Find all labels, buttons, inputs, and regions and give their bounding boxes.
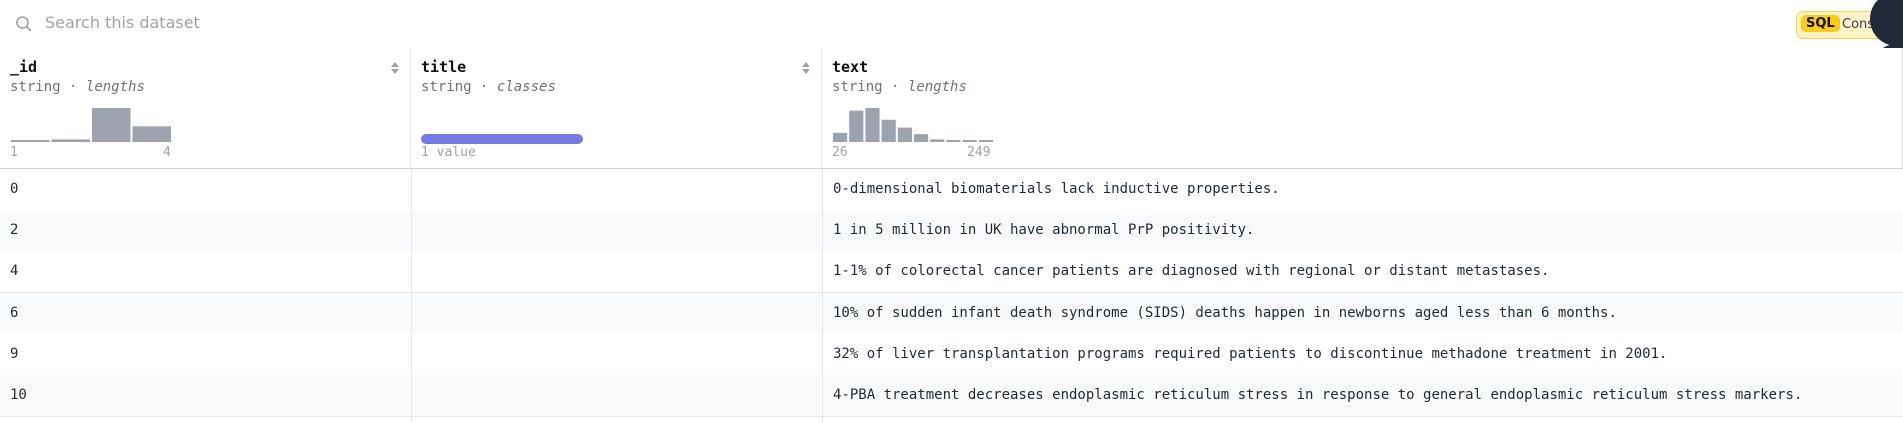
- histogram-bar: [946, 140, 961, 142]
- histogram-bar: [978, 140, 993, 142]
- table-row: 0 0-dimensional biomaterials lack inducti…: [0, 169, 1903, 211]
- bar: [421, 134, 583, 144]
- column-name: title: [421, 58, 467, 76]
- text-cell: 32% of liver transplantation programs re…: [833, 345, 1668, 362]
- histogram-bar: [865, 108, 880, 142]
- column-divider: [411, 48, 412, 423]
- id-cell: 4: [10, 263, 19, 280]
- histogram-bar: [132, 126, 171, 142]
- id-cell: 0: [10, 181, 19, 197]
- text-cell: 4-PBA treatment decreases endoplasmic re…: [833, 387, 1803, 403]
- type: string: [832, 79, 883, 95]
- max-label: 249: [967, 145, 991, 160]
- histogram-bar: [833, 132, 848, 142]
- search-bar[interactable]: Search this dataset: [0, 0, 1903, 49]
- id-cell: 10: [10, 387, 27, 403]
- sort-icon: [391, 62, 399, 74]
- min-label: 26: [832, 145, 848, 160]
- histogram-bar: [930, 139, 945, 142]
- column-name: text: [832, 58, 869, 76]
- column-header[interactable]: text string · lengths 26 249: [822, 48, 1903, 169]
- column-type: string · lengths: [10, 79, 145, 95]
- separator: ·: [891, 79, 900, 95]
- max-label: 4: [163, 145, 171, 160]
- text-cell: 10% of sudden infant death syndrome (SID…: [833, 304, 1617, 321]
- id-cell: 9: [10, 345, 19, 362]
- stat-kind: lengths: [85, 79, 145, 95]
- histogram-bar: [51, 139, 90, 142]
- histogram: [833, 108, 993, 142]
- sql-badge: SQL: [1801, 15, 1840, 32]
- text-cell: 0-dimensional biomaterials lack inductiv…: [833, 181, 1280, 197]
- column-type: string · lengths: [832, 79, 967, 95]
- search-icon: [16, 16, 32, 32]
- search-placeholder: Search this dataset: [45, 13, 200, 32]
- min-label: 1: [10, 145, 18, 160]
- column-type: string · classes: [421, 79, 556, 95]
- text-cell: 1 in 5 million in UK have abnormal PrP p…: [833, 222, 1255, 239]
- console-label: Cons: [1842, 17, 1875, 32]
- id-cell: 2: [10, 222, 19, 239]
- histogram-bar: [881, 119, 896, 142]
- stat-kind: classes: [496, 79, 556, 95]
- class-label: 1 value: [421, 145, 476, 160]
- id-cell: 6: [10, 304, 19, 321]
- histogram-bar: [92, 108, 131, 142]
- separator: ·: [69, 79, 78, 95]
- separator: ·: [480, 79, 489, 95]
- type: string: [421, 79, 472, 95]
- histogram-bar: [897, 127, 912, 142]
- table-row: 6 10% of sudden infant death syndrome (SI…: [0, 292, 1903, 335]
- histogram-bar: [914, 134, 929, 142]
- histogram-bar: [962, 140, 977, 142]
- column-header[interactable]: title string · classes 1 value: [411, 48, 822, 169]
- histogram: [11, 108, 171, 142]
- histogram-bar: [11, 140, 50, 142]
- column-name: _id: [10, 58, 38, 76]
- table-row: 9 32% of liver transplantation programs r…: [0, 333, 1903, 376]
- histogram-bar: [849, 110, 864, 142]
- table-row: 4 1-1% of colorectal cancer patients are …: [0, 251, 1903, 294]
- stat-kind: lengths: [907, 79, 967, 95]
- table-row: 2 1 in 5 million in UK have abnormal PrP …: [0, 210, 1903, 253]
- text-cell: 1-1% of colorectal cancer patients are d…: [833, 263, 1550, 280]
- type: string: [10, 79, 61, 95]
- class-bar: [421, 134, 583, 144]
- column-divider: [822, 48, 823, 423]
- table-row: 10 4-PBA treatment decreases endoplasmic …: [0, 375, 1903, 417]
- sort-icon: [802, 62, 810, 74]
